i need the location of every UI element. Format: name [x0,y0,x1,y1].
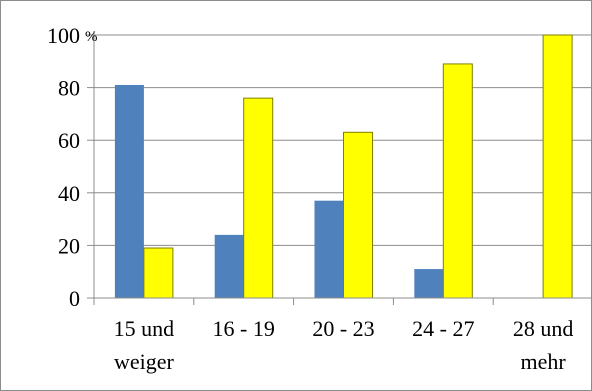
y-tick-label: 40 [58,181,80,206]
labels: 0 20 40 60 80 100 % 15 und weiger 16 - 19 20 - 23 2… [47,23,573,374]
bar-series-2 [343,131,373,299]
bar-series-2 [542,34,573,299]
x-category-label: 15 und [114,316,175,341]
x-category-label: 28 und [513,316,574,341]
bar-series-1 [414,269,444,298]
bar-series-2 [143,247,174,299]
axes [87,31,591,305]
bar-series-2 [442,63,473,299]
x-category-label: 24 - 27 [412,316,474,341]
x-category-label: 20 - 23 [312,316,374,341]
bar-series-2 [243,97,274,299]
y-tick-label: 80 [58,76,80,101]
bar-series-1 [214,234,244,298]
x-category-label: 16 - 19 [213,316,275,341]
y-tick-label: 20 [58,233,80,258]
y-unit-label: % [85,29,98,45]
bar-series-1 [314,200,344,298]
x-category-label: mehr [520,349,566,374]
x-category-label: weiger [114,349,175,374]
bar-series-1 [114,84,144,298]
y-tick-label: 60 [58,128,80,153]
y-tick-label: 100 [47,23,80,48]
y-tick-label: 0 [69,286,80,311]
bars [114,34,573,299]
